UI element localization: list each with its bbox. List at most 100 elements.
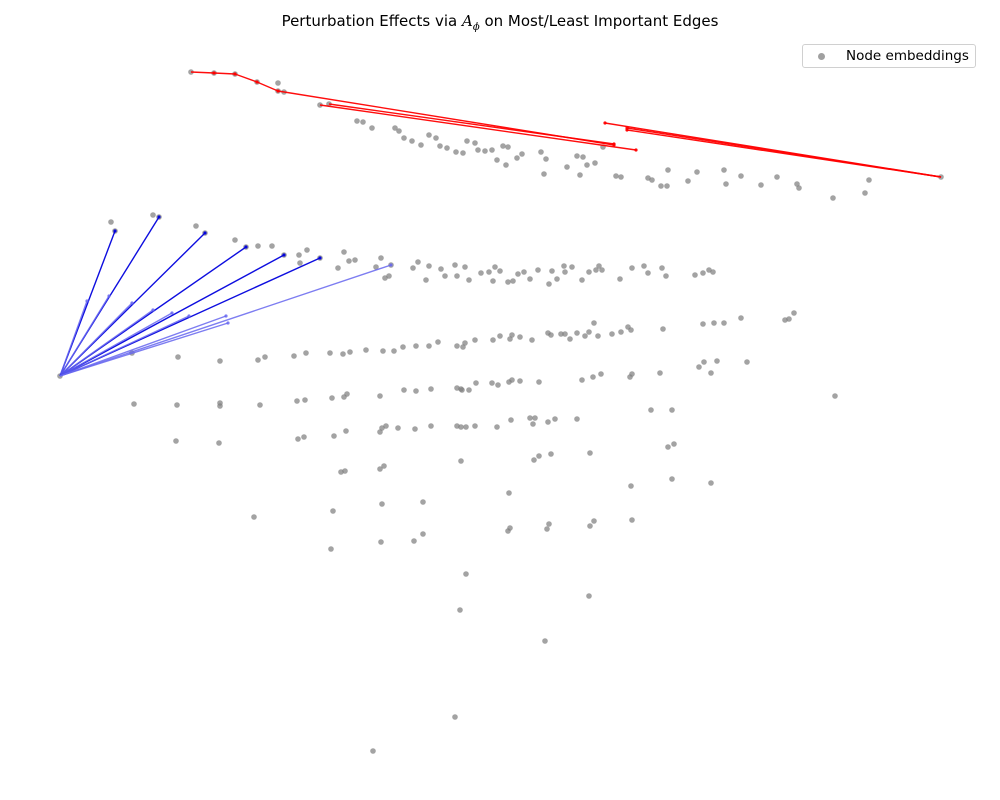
node-embedding-point	[352, 257, 358, 263]
node-embedding-point	[342, 468, 348, 474]
node-embedding-point	[150, 212, 156, 218]
node-embedding-point	[617, 276, 623, 282]
node-embedding-point	[341, 249, 347, 255]
node-embedding-point	[505, 279, 511, 285]
node-embedding-point	[507, 525, 513, 531]
least-important-edge-head	[187, 314, 191, 318]
node-embedding-point	[514, 155, 520, 161]
node-embedding-point	[591, 320, 597, 326]
node-embedding-point	[428, 386, 434, 392]
node-embedding-point	[708, 480, 714, 486]
node-embedding-point	[692, 272, 698, 278]
node-embedding-point	[328, 546, 334, 552]
least-important-edge	[59, 312, 173, 377]
node-embedding-point	[444, 145, 450, 151]
node-embedding-point	[546, 281, 552, 287]
node-embedding-point	[723, 181, 729, 187]
node-embedding-point	[529, 337, 535, 343]
node-embedding-point	[378, 255, 384, 261]
node-embedding-point	[463, 424, 469, 430]
node-embedding-point	[442, 273, 448, 279]
node-embedding-point	[490, 278, 496, 284]
node-embedding-point	[217, 403, 223, 409]
node-embedding-point	[738, 315, 744, 321]
node-embedding-point	[774, 174, 780, 180]
least-important-edge-head	[203, 231, 207, 235]
node-embedding-point	[582, 333, 588, 339]
node-embedding-point	[645, 270, 651, 276]
least-important-edge	[59, 302, 133, 377]
most-important-edge	[319, 104, 637, 151]
least-important-edge-head	[389, 263, 393, 267]
node-embedding-point	[786, 316, 792, 322]
node-embedding-point	[500, 143, 506, 149]
node-embedding-point	[592, 160, 598, 166]
node-embedding-point	[464, 138, 470, 144]
node-embedding-point	[401, 135, 407, 141]
chart-title: Perturbation Effects via Aϕ on Most/Leas…	[281, 12, 719, 33]
node-embedding-point	[660, 326, 666, 332]
node-embedding-point	[303, 350, 309, 356]
node-embedding-point	[598, 371, 604, 377]
node-embedding-point	[519, 151, 525, 157]
node-embedding-point	[586, 269, 592, 275]
node-embedding-point	[426, 263, 432, 269]
node-embedding-point	[458, 458, 464, 464]
node-embedding-point	[503, 162, 509, 168]
node-embedding-point	[593, 267, 599, 273]
node-embedding-point	[108, 219, 114, 225]
node-embedding-point	[459, 387, 465, 393]
node-embedding-point	[490, 337, 496, 343]
node-embedding-point	[462, 264, 468, 270]
node-embedding-point	[641, 263, 647, 269]
least-important-edge-head	[107, 294, 111, 298]
node-embedding-point	[596, 263, 602, 269]
node-embedding-point	[629, 371, 635, 377]
node-embedding-point	[584, 162, 590, 168]
node-embedding-point	[663, 273, 669, 279]
node-embedding-point	[216, 440, 222, 446]
node-embedding-point	[708, 370, 714, 376]
node-embedding-point	[383, 423, 389, 429]
node-embedding-point	[335, 265, 341, 271]
node-embedding-point	[580, 154, 586, 160]
node-embedding-point	[291, 353, 297, 359]
node-embedding-point	[590, 374, 596, 380]
node-embedding-point	[340, 351, 346, 357]
node-embedding-point	[294, 398, 300, 404]
node-embedding-point	[327, 350, 333, 356]
node-embedding-point	[472, 140, 478, 146]
node-embedding-point	[562, 331, 568, 337]
node-embedding-point	[664, 183, 670, 189]
node-embedding-point	[574, 153, 580, 159]
node-embedding-point	[428, 423, 434, 429]
node-embedding-point	[711, 320, 717, 326]
node-embedding-point	[738, 173, 744, 179]
node-embedding-point	[412, 426, 418, 432]
node-embedding-point	[505, 144, 511, 150]
least-important-edge	[59, 254, 285, 377]
most-important-edge-head	[603, 121, 607, 125]
node-embedding-point	[458, 424, 464, 430]
node-embedding-point	[544, 526, 550, 532]
node-embedding-point	[591, 518, 597, 524]
node-embedding-point	[517, 378, 523, 384]
node-embedding-point	[413, 388, 419, 394]
node-embedding-point	[452, 262, 458, 268]
node-embedding-point	[796, 185, 802, 191]
node-embedding-point	[329, 395, 335, 401]
node-embedding-point	[628, 327, 634, 333]
node-embedding-point	[648, 407, 654, 413]
node-embedding-point	[508, 417, 514, 423]
node-embedding-point	[423, 277, 429, 283]
node-embedding-point	[541, 171, 547, 177]
node-embedding-point	[569, 264, 575, 270]
least-important-edge	[59, 322, 229, 377]
node-embedding-point	[649, 177, 655, 183]
node-embedding-point	[392, 125, 398, 131]
node-embedding-point	[435, 339, 441, 345]
node-embedding-point	[548, 451, 554, 457]
node-embedding-point	[363, 347, 369, 353]
node-embedding-point	[413, 343, 419, 349]
node-embedding-point	[391, 348, 397, 354]
